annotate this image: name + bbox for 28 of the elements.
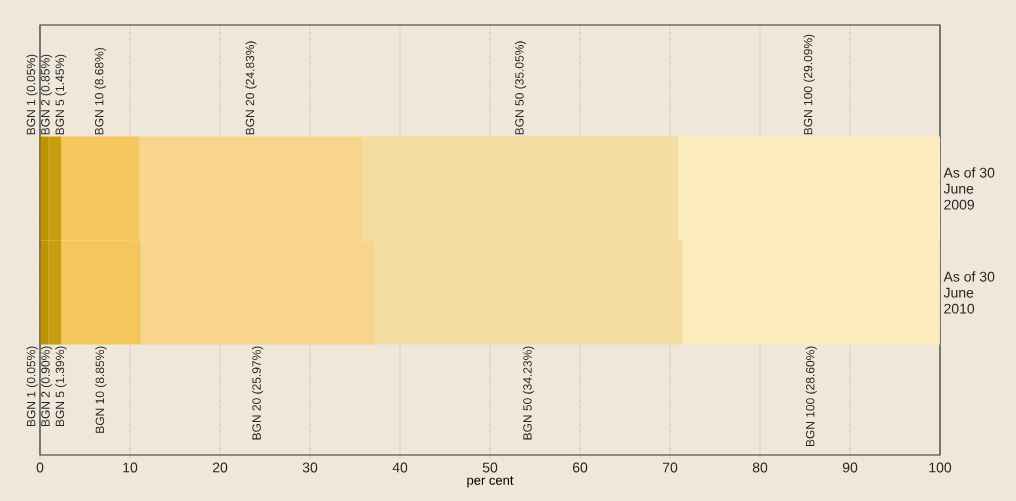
text: BGN 10 (8.68%) bbox=[94, 48, 106, 135]
x-tick-label: 10 bbox=[123, 462, 138, 473]
x-tick-label: 80 bbox=[752, 462, 768, 473]
x-tick-label: 30 bbox=[302, 462, 318, 473]
x-tick-label: 50 bbox=[482, 462, 498, 473]
text: BGN 20 (25.97%) bbox=[251, 346, 264, 440]
x-tick-label: 100 bbox=[929, 462, 952, 473]
x-tick-label: 70 bbox=[662, 462, 678, 473]
x-tick-label: 90 bbox=[842, 462, 858, 473]
x-tick-label: 60 bbox=[572, 462, 588, 473]
text: BGN 100 (28.60%) bbox=[805, 346, 817, 447]
text: BGN 20 (24.83%) bbox=[245, 41, 257, 135]
text: BGN 5 (1.45%) bbox=[55, 54, 67, 135]
text: BGN 50 (35.05%) bbox=[514, 41, 527, 135]
text: BGN 100 (29.09%) bbox=[803, 34, 815, 135]
x-tick-label: 0 bbox=[36, 462, 44, 473]
text: BGN 2 (0.90%) bbox=[40, 346, 53, 427]
y-tick-label: As of 30 June 2009 bbox=[943, 167, 995, 210]
text: BGN 2 (0.85%) bbox=[40, 54, 52, 135]
x-axis-title: per cent bbox=[467, 476, 514, 488]
text: BGN 50 (34.23%) bbox=[522, 346, 535, 440]
text: BGN 1 (0.05%) bbox=[26, 54, 38, 135]
text: BGN 10 (8.85%) bbox=[95, 346, 107, 433]
x-tick-label: 40 bbox=[392, 462, 408, 473]
x-tick-label: 20 bbox=[212, 462, 228, 473]
y-tick-label: As of 30 June 2010 bbox=[943, 271, 995, 314]
text: BGN 5 (1.39%) bbox=[55, 346, 67, 427]
text: BGN 1 (0.05%) bbox=[26, 346, 38, 427]
